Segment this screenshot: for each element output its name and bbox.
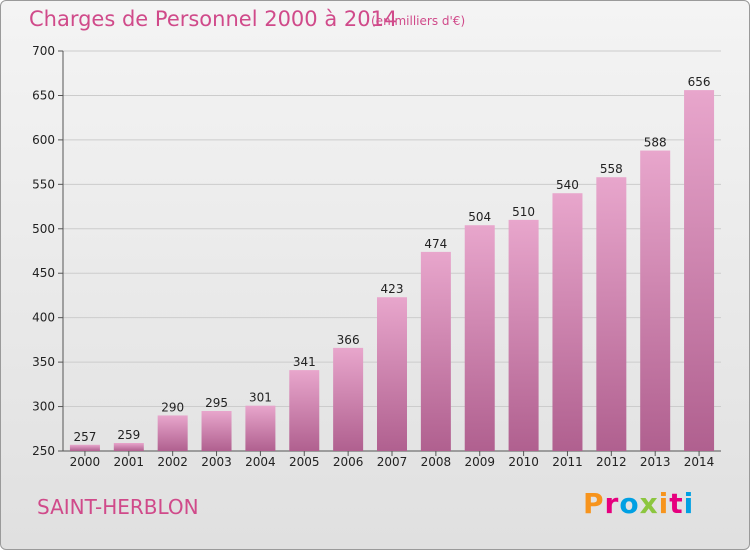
value-label: 259 — [117, 428, 140, 442]
value-label: 656 — [688, 75, 711, 89]
x-tick-label: 2013 — [640, 455, 671, 469]
x-tick-label: 2014 — [684, 455, 715, 469]
y-tick-label: 500 — [32, 222, 55, 236]
y-tick-label: 700 — [32, 44, 55, 58]
y-tick-label: 400 — [32, 311, 55, 325]
bar-2006 — [333, 347, 364, 451]
y-tick-label: 300 — [32, 400, 55, 414]
x-tick-label: 2008 — [421, 455, 452, 469]
y-tick-label: 350 — [32, 355, 55, 369]
commune-name: SAINT-HERBLON — [37, 495, 199, 519]
bar-2005 — [289, 370, 320, 451]
proxiti-logo: Proxiti — [583, 487, 694, 520]
bar-2002 — [157, 415, 188, 451]
logo-letter: x — [639, 487, 659, 520]
x-tick-label: 2001 — [114, 455, 145, 469]
value-label: 290 — [161, 400, 184, 414]
bar-2014 — [684, 90, 715, 451]
bar-2001 — [113, 443, 144, 451]
value-label: 474 — [424, 237, 447, 251]
x-tick-label: 2000 — [70, 455, 101, 469]
bar-2011 — [552, 193, 583, 451]
x-tick-label: 2003 — [201, 455, 232, 469]
bar-2007 — [377, 297, 407, 451]
logo-letter: t — [669, 487, 684, 520]
x-tick-label: 2004 — [245, 455, 276, 469]
value-label: 504 — [468, 210, 491, 224]
bar-2000 — [69, 444, 100, 451]
value-label: 423 — [381, 282, 404, 296]
value-label: 510 — [512, 205, 535, 219]
value-label: 295 — [205, 396, 228, 410]
logo-letter: r — [604, 487, 620, 520]
bar-2004 — [245, 405, 276, 451]
logo-letter: o — [619, 487, 640, 520]
value-labels: 257 259 290 295 301 341 366 423 474 504 510 540 558 5… — [73, 75, 710, 444]
logo-letter: P — [583, 487, 605, 520]
x-tick-label: 2012 — [596, 455, 627, 469]
x-tick-label: 2006 — [333, 455, 364, 469]
x-tick-labels: 2000 2001 2002 2003 2004 2005 2006 2007 2008 2009… — [70, 455, 715, 469]
y-tick-label: 450 — [32, 266, 55, 280]
y-tick-labels: 250 300 350 400 450 500 550 600 650 700 — [32, 44, 55, 458]
bar-2012 — [596, 177, 627, 451]
value-label: 301 — [249, 391, 272, 405]
chart-title: Charges de Personnel 2000 à 2014 — [29, 7, 398, 31]
x-tick-label: 2009 — [464, 455, 495, 469]
y-tick-label: 600 — [32, 133, 55, 147]
bars — [69, 90, 715, 452]
bar-2003 — [201, 411, 232, 451]
bar-2013 — [640, 150, 671, 452]
chart-subtitle: (en milliers d'€) — [371, 14, 466, 28]
logo-letter: i — [683, 487, 695, 520]
bar-2010 — [508, 219, 539, 451]
value-label: 558 — [600, 162, 623, 176]
x-tick-label: 2007 — [377, 455, 408, 469]
logo-letter: i — [658, 487, 670, 520]
x-tick-label: 2010 — [508, 455, 539, 469]
value-label: 588 — [644, 136, 667, 150]
y-tick-label: 550 — [32, 177, 55, 191]
value-label: 341 — [293, 355, 316, 369]
bar-2008 — [420, 251, 451, 451]
value-label: 540 — [556, 178, 579, 192]
value-label: 257 — [73, 430, 96, 444]
y-tick-label: 250 — [32, 444, 55, 458]
x-tick-label: 2011 — [552, 455, 583, 469]
value-label: 366 — [337, 333, 360, 347]
x-tick-label: 2005 — [289, 455, 320, 469]
y-tick-label: 650 — [32, 88, 55, 102]
bar-2009 — [464, 225, 495, 451]
x-tick-label: 2002 — [157, 455, 188, 469]
